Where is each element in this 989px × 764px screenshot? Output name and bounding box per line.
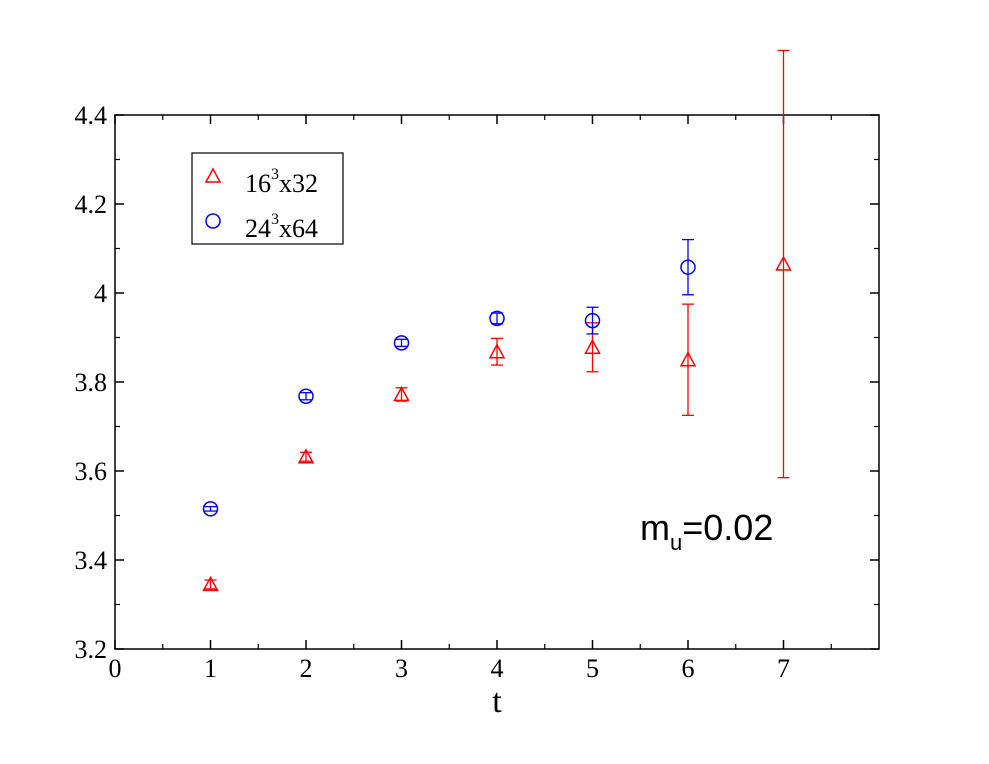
data-point-circle [298,388,314,404]
data-point-triangle [584,338,601,354]
y-tick-label: 3.2 [75,635,108,664]
legend-box [191,152,344,245]
y-tick-label: 3.6 [75,457,108,486]
data-point-circle [489,310,505,327]
series-2 [202,238,696,517]
data-point-circle [202,501,219,517]
legend-label: 163x32 [245,166,318,198]
x-tick-label: 3 [395,654,408,683]
x-tick-label: 6 [682,654,695,683]
data-point-triangle [679,351,697,367]
data-point-triangle [393,385,410,402]
legend-marker-circle [205,213,221,229]
legend-marker-triangle [204,167,222,183]
x-tick-label: 1 [204,654,217,683]
y-tick-label: 4.2 [75,190,108,219]
data-point-circle [584,312,601,329]
legend: 163x32 243x64 [191,152,344,245]
axis-ticks: 0 1 2 3 4 5 6 7 3.2 3.4 3.6 3.8 4 4.2 4.4 [75,101,879,683]
data-point-triangle [488,343,506,359]
y-tick-label: 3.4 [75,546,108,575]
data-point-triangle [297,448,315,464]
x-tick-label: 7 [777,654,790,683]
data-point-triangle [202,575,219,592]
x-tick-label: 2 [300,654,313,683]
x-axis-title: t [492,683,502,720]
data-point-triangle [775,255,792,271]
data-point-circle [393,335,410,351]
x-tick-label: 5 [586,654,599,683]
y-tick-label: 3.8 [75,368,108,397]
x-tick-label: 4 [491,654,504,683]
mass-annotation: mu=0.02 [640,507,773,555]
x-tick-label: 0 [109,654,122,683]
data-points [202,49,792,592]
data-point-circle [680,259,696,275]
legend-label: 243x64 [245,211,318,243]
y-tick-label: 4.4 [75,101,108,130]
y-tick-label: 4 [94,279,107,308]
